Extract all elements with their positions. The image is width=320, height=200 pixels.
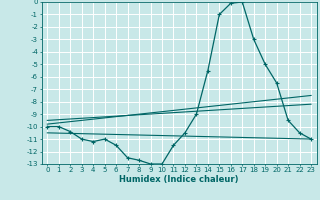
X-axis label: Humidex (Indice chaleur): Humidex (Indice chaleur) [119, 175, 239, 184]
